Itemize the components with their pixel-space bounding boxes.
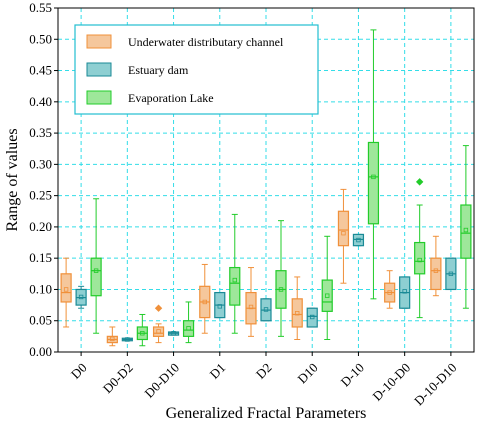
mean-marker — [248, 304, 254, 310]
box-1-3 — [214, 291, 226, 319]
legend-swatch — [86, 90, 112, 105]
mean-marker — [371, 174, 376, 180]
y-tick-label: 0.40 — [29, 94, 52, 109]
box-1-8 — [445, 257, 457, 291]
mean-marker — [448, 271, 454, 277]
y-tick-label: 0.30 — [29, 156, 52, 171]
box-body — [321, 279, 333, 312]
outlier-point — [154, 304, 163, 312]
box-body — [430, 257, 442, 291]
box-body — [152, 326, 165, 337]
y-tick-label: 0.00 — [29, 344, 52, 359]
mean-marker — [186, 326, 191, 331]
box-0-5 — [291, 276, 303, 340]
box-1-4 — [260, 298, 272, 322]
legend: Underwater distributary channel Estuary d… — [74, 24, 319, 115]
mean-marker — [140, 331, 145, 336]
box-2-7 — [414, 178, 426, 319]
outlier-point — [415, 178, 424, 186]
mean-marker — [295, 311, 300, 316]
mean-marker — [463, 227, 469, 233]
y-tick-label: 0.55 — [29, 0, 52, 15]
mean-marker — [278, 287, 284, 292]
y-tick-label: 0.25 — [29, 188, 52, 203]
mean-marker — [310, 314, 315, 320]
box-2-5 — [321, 235, 333, 340]
box-1-2 — [167, 331, 180, 336]
y-tick-label: 0.15 — [29, 250, 52, 265]
mean-marker — [110, 336, 115, 342]
legend-frame — [74, 24, 319, 115]
box-0-4 — [245, 267, 257, 337]
legend-swatch — [86, 62, 112, 77]
box-body — [229, 266, 241, 306]
mean-marker — [93, 268, 99, 273]
box-0-1 — [106, 326, 118, 347]
mean-marker — [217, 304, 222, 309]
legend-label: Underwater distributary channel — [128, 35, 284, 49]
box-2-1 — [136, 313, 148, 347]
mean-marker — [325, 293, 330, 298]
box-body — [367, 141, 380, 225]
mean-marker — [63, 287, 69, 292]
mean-marker — [78, 294, 84, 300]
mean-marker — [156, 329, 161, 334]
box-2-0 — [90, 198, 102, 334]
box-body — [90, 257, 102, 297]
y-axis: 0.00 0.05 0.10 0.15 0.20 0.25 0.30 0.35 0.40 0.45… — [29, 0, 58, 359]
legend-label: Evaporation Lake — [128, 91, 214, 105]
legend-label: Estuary dam — [128, 63, 189, 77]
mean-marker — [433, 268, 439, 273]
box-body — [306, 307, 318, 328]
mean-marker — [356, 237, 361, 243]
y-axis-title: Range of values — [4, 128, 21, 231]
mean-marker — [171, 331, 176, 336]
box-0-7 — [384, 270, 396, 309]
box-1-1 — [121, 337, 133, 342]
y-tick-label: 0.45 — [29, 63, 52, 78]
box-body — [352, 233, 365, 247]
box-0-2 — [152, 304, 165, 344]
x-axis-title: Generalized Fractal Parameters — [166, 405, 367, 422]
box-2-2 — [182, 301, 195, 344]
box-body — [337, 210, 350, 247]
box-0-3 — [199, 263, 211, 334]
y-tick-label: 0.10 — [29, 281, 52, 296]
mean-marker — [232, 277, 237, 283]
box-1-5 — [306, 307, 318, 328]
mean-marker — [387, 290, 392, 295]
box-body — [291, 298, 303, 328]
box-2-3 — [229, 213, 241, 334]
mean-marker — [402, 289, 407, 294]
box-1-7 — [399, 276, 411, 309]
mean-marker — [341, 230, 346, 236]
mean-marker — [125, 337, 130, 342]
box-1-0 — [75, 285, 87, 309]
box-0-6 — [337, 188, 350, 284]
y-tick-label: 0.20 — [29, 219, 52, 234]
box-2-6 — [367, 29, 380, 300]
box-2-8 — [460, 145, 472, 309]
y-tick-label: 0.50 — [29, 31, 52, 46]
box-series — [60, 29, 472, 347]
mean-marker — [202, 299, 207, 305]
box-0-8 — [430, 235, 442, 297]
mean-marker — [417, 257, 422, 263]
y-tick-label: 0.05 — [29, 313, 52, 328]
y-tick-label: 0.35 — [29, 125, 52, 140]
mean-marker — [263, 307, 269, 312]
box-body — [182, 320, 195, 337]
box-1-6 — [352, 233, 365, 247]
box-2-4 — [275, 220, 287, 337]
box-0-0 — [60, 257, 72, 328]
legend-swatch — [86, 34, 112, 49]
